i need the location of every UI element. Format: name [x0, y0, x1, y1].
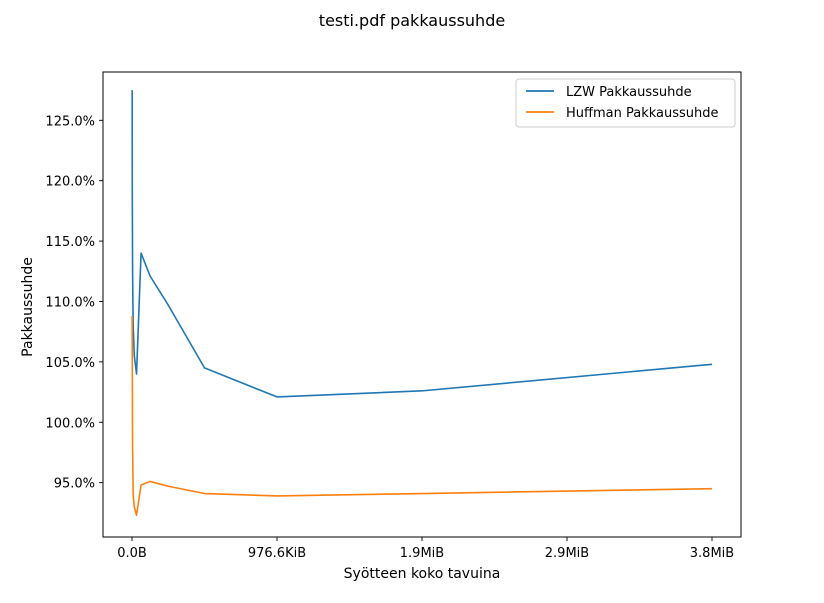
- y-tick-label: 105.0%: [45, 356, 95, 371]
- plot-area: [103, 72, 741, 537]
- y-axis-ticks: 95.0% 100.0% 105.0% 110.0% 115.0% 120.0% 125.0…: [45, 114, 103, 492]
- legend: LZW Pakkaussuhde Huffman Pakkaussuhde: [515, 78, 736, 128]
- x-tick-label: 976.6KiB: [248, 546, 306, 561]
- legend-label: LZW Pakkaussuhde: [566, 85, 692, 100]
- x-tick-label: 0.0B: [117, 546, 147, 561]
- y-tick-label: 110.0%: [45, 295, 95, 310]
- legend-label: Huffman Pakkaussuhde: [566, 106, 719, 121]
- x-tick-label: 3.8MiB: [690, 546, 734, 561]
- x-tick-label: 1.9MiB: [400, 546, 444, 561]
- x-tick-label: 2.9MiB: [545, 546, 589, 561]
- y-axis-label: Pakkaussuhde: [20, 257, 36, 357]
- chart-title: testi.pdf pakkaussuhde: [319, 11, 505, 30]
- series-lines: [131, 90, 713, 517]
- y-tick-label: 120.0%: [45, 175, 95, 190]
- y-tick-label: 95.0%: [54, 477, 95, 492]
- plot-frame: [102, 71, 742, 538]
- x-axis-label: Syötteen koko tavuina: [344, 566, 501, 582]
- x-axis-ticks: 0.0B 976.6KiB 1.9MiB 2.9MiB 3.8MiB: [117, 537, 734, 561]
- legend-box: [515, 78, 736, 128]
- y-tick-label: 100.0%: [45, 416, 95, 431]
- y-tick-label: 115.0%: [45, 235, 95, 250]
- legend-entries: LZW Pakkaussuhde Huffman Pakkaussuhde: [526, 85, 719, 121]
- y-tick-label: 125.0%: [45, 114, 95, 129]
